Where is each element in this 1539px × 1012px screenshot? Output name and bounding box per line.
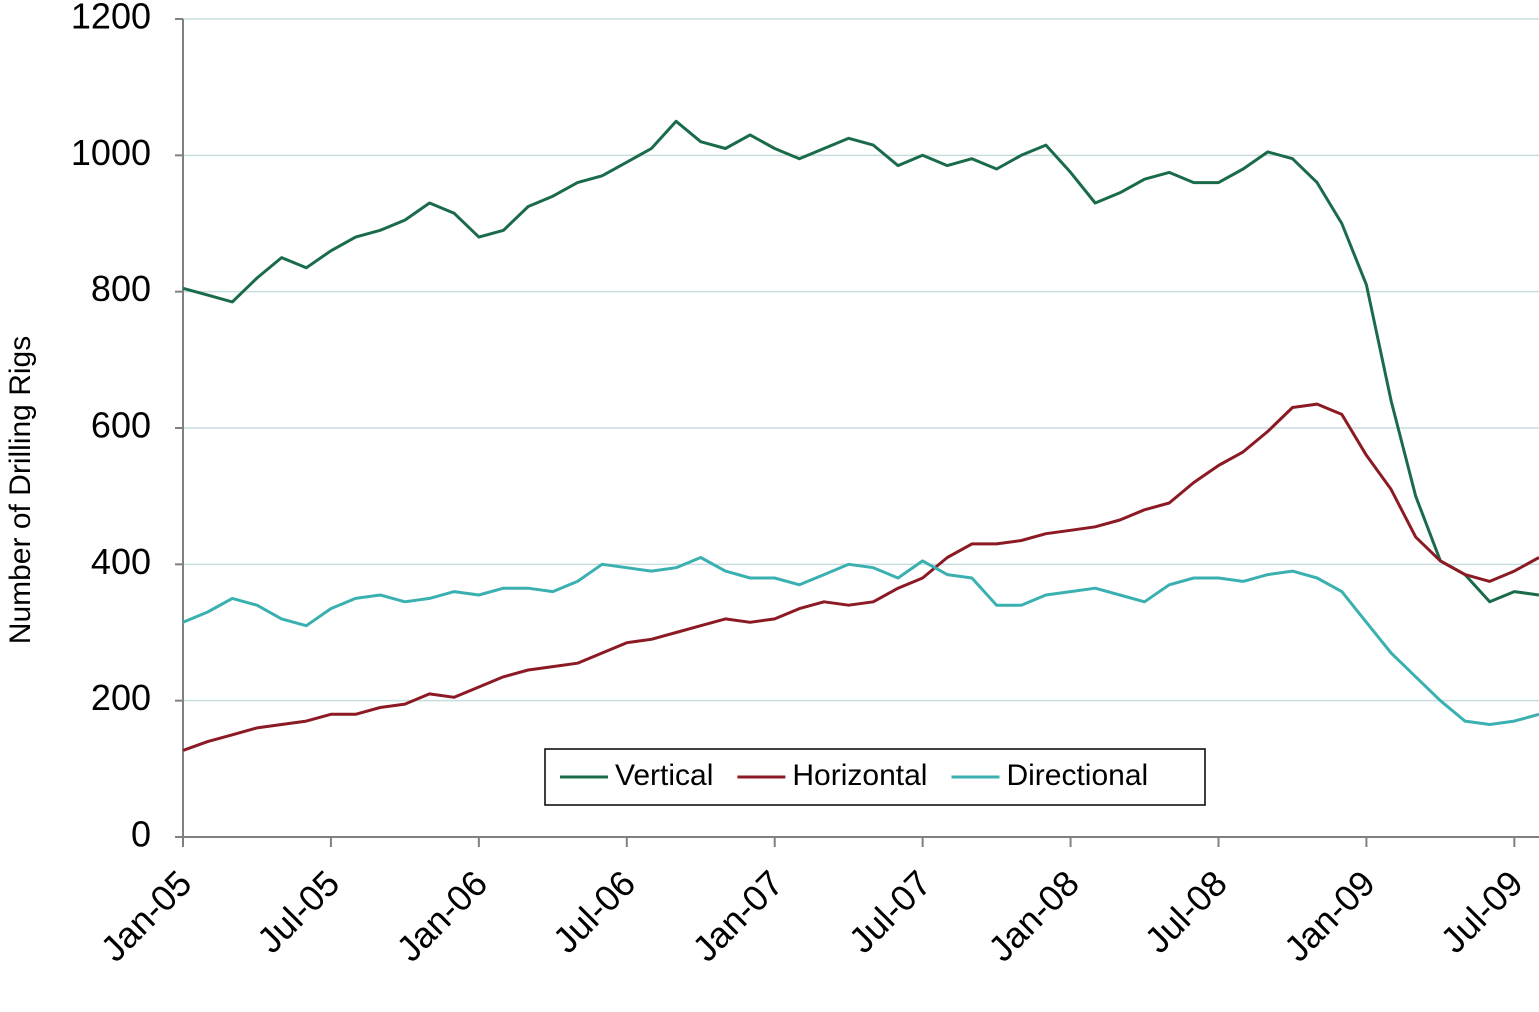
x-tick-label: Jul-07 [841,862,939,960]
y-tick-label: 0 [131,814,151,855]
legend-label: Vertical [615,759,713,792]
y-tick-label: 400 [91,541,151,582]
y-tick-label: 200 [91,677,151,718]
y-tick-label: 1200 [71,0,151,37]
series-line [182,402,1539,752]
y-tick-label: 1000 [71,132,151,173]
series-line [182,119,1539,604]
y-tick-label: 800 [91,268,151,309]
series-line [182,556,1539,726]
x-tick-label: Jul-09 [1432,862,1530,960]
y-axis-label: Number of Drilling Rigs [4,336,37,644]
legend: Vertical Horizontal Directional [544,748,1206,806]
x-tick-label: Jan-09 [1276,862,1383,969]
x-tick-label: Jul-05 [249,862,347,960]
legend-box [544,748,1206,806]
x-tick-label: Jul-08 [1137,862,1235,960]
legend-label: Directional [1006,759,1148,792]
x-tick-label: Jan-05 [93,862,200,969]
x-tick-label: Jan-06 [388,862,495,969]
x-tick-label: Jan-08 [980,862,1087,969]
x-tick-label: Jan-07 [684,862,791,969]
y-tick-label: 600 [91,405,151,446]
legend-label: Horizontal [792,759,927,792]
x-tick-label: Jul-06 [545,862,643,960]
